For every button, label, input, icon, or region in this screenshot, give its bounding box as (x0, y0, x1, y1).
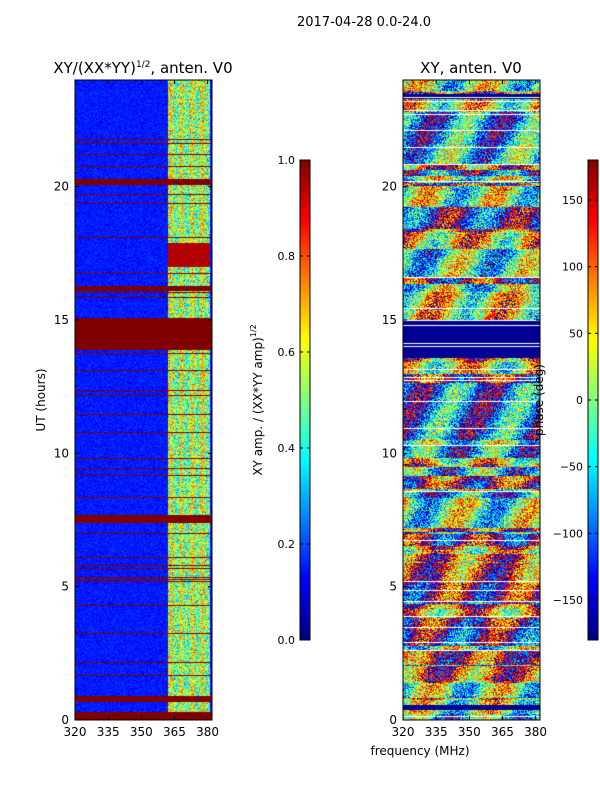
amplitude-ratio-xtick-label: 380 (196, 725, 219, 739)
amplitude-ratio-ytick-label: 10 (54, 446, 69, 460)
phase-xtick-label: 335 (425, 725, 448, 739)
amplitude-ratio-ytick-label: 20 (54, 180, 69, 194)
amplitude-ratio-title-sup: 1/2 (136, 60, 150, 70)
amplitude-ratio-heatmap (75, 80, 212, 720)
phase-colorbar-tick-label: 50 (569, 327, 583, 340)
phase-xtick-label: 380 (524, 725, 547, 739)
phase-title: XY, anten. V0 (420, 59, 522, 77)
phase-colorbar-tick-label: −50 (560, 461, 583, 474)
amplitude-colorbar-label-sup: 1/2 (249, 324, 258, 337)
amplitude-ratio-xtick-label: 350 (130, 725, 153, 739)
figure-suptitle: 2017-04-28 0.0-24.0 (297, 15, 431, 30)
phase-ytick-label: 20 (382, 180, 397, 194)
amplitude-colorbar-tick-label: 0.6 (278, 346, 296, 359)
figure-xlabel: frequency (MHz) (370, 744, 469, 758)
amplitude-colorbar-label: XY amp. / (XX*YY amp)1/2 (249, 324, 265, 475)
phase-ytick-label: 10 (382, 446, 397, 460)
phase-xtick-label: 365 (491, 725, 514, 739)
amplitude-colorbar-tick-label: 1.0 (278, 154, 296, 167)
amplitude-colorbar: 0.0 0.2 0.4 0.6 0.8 1.0 XY amp. / (XX*YY amp)… (249, 154, 311, 647)
amplitude-ratio-ylabel: UT (hours) (34, 368, 48, 431)
phase-colorbar-tick-label: −150 (553, 594, 583, 607)
phase-xtick-label: 350 (458, 725, 481, 739)
amplitude-ratio-xtick-label: 320 (64, 725, 87, 739)
amplitude-colorbar-tick-label: 0.4 (278, 442, 296, 455)
phase-ytick-label: 5 (389, 580, 397, 594)
phase-colorbar-ticks: 150 100 50 0 −50 −100 −150 (553, 194, 598, 607)
amplitude-ratio-axes: 320 335 350 365 380 0 5 10 15 20 (54, 80, 219, 739)
phase-colorbar-gradient (588, 160, 598, 640)
phase-xtick-label: 320 (392, 725, 415, 739)
phase-heatmap (403, 80, 540, 720)
amplitude-ratio-title-main: XY/(XX*YY) (53, 59, 136, 77)
phase-colorbar-tick-label: −100 (553, 527, 583, 540)
phase-colorbar-tick-label: 0 (576, 394, 583, 407)
amplitude-ratio-title: XY/(XX*YY)1/2, anten. V0 (53, 59, 232, 77)
amplitude-colorbar-gradient (300, 160, 310, 640)
amplitude-ratio-ytick-label: 5 (61, 580, 69, 594)
phase-frame (402, 79, 541, 721)
amplitude-ratio-xtick-label: 365 (163, 725, 186, 739)
phase-colorbar: 150 100 50 0 −50 −100 −150 phase (deg) (532, 159, 599, 641)
amplitude-ratio-xtick-label: 335 (97, 725, 120, 739)
phase-axes: 320 335 350 365 380 0 5 10 15 20 (382, 80, 547, 739)
amplitude-colorbar-tick-label: 0.0 (278, 634, 296, 647)
amplitude-colorbar-ticks: 0.0 0.2 0.4 0.6 0.8 1.0 (278, 154, 310, 647)
amplitude-colorbar-tick-label: 0.2 (278, 538, 296, 551)
phase-panel: XY, anten. V0 320 335 350 365 380 0 5 10 15 20 (382, 59, 547, 739)
amplitude-ratio-panel: XY/(XX*YY)1/2, anten. V0 320 335 350 365 380… (34, 59, 233, 739)
amplitude-ratio-ytick-label: 15 (54, 313, 69, 327)
amplitude-ratio-frame (74, 79, 213, 721)
amplitude-colorbar-label-main: XY amp. / (XX*YY amp) (251, 337, 265, 475)
amplitude-ratio-title-tail: , anten. V0 (150, 59, 232, 77)
amplitude-colorbar-tick-label: 0.8 (278, 250, 296, 263)
phase-ytick-label: 0 (389, 713, 397, 727)
phase-ytick-label: 15 (382, 313, 397, 327)
phase-colorbar-label: phase (deg) (532, 364, 546, 436)
amplitude-colorbar-frame (299, 159, 311, 641)
phase-colorbar-tick-label: 100 (562, 261, 583, 274)
amplitude-ratio-ytick-label: 0 (61, 713, 69, 727)
phase-colorbar-tick-label: 150 (562, 194, 583, 207)
